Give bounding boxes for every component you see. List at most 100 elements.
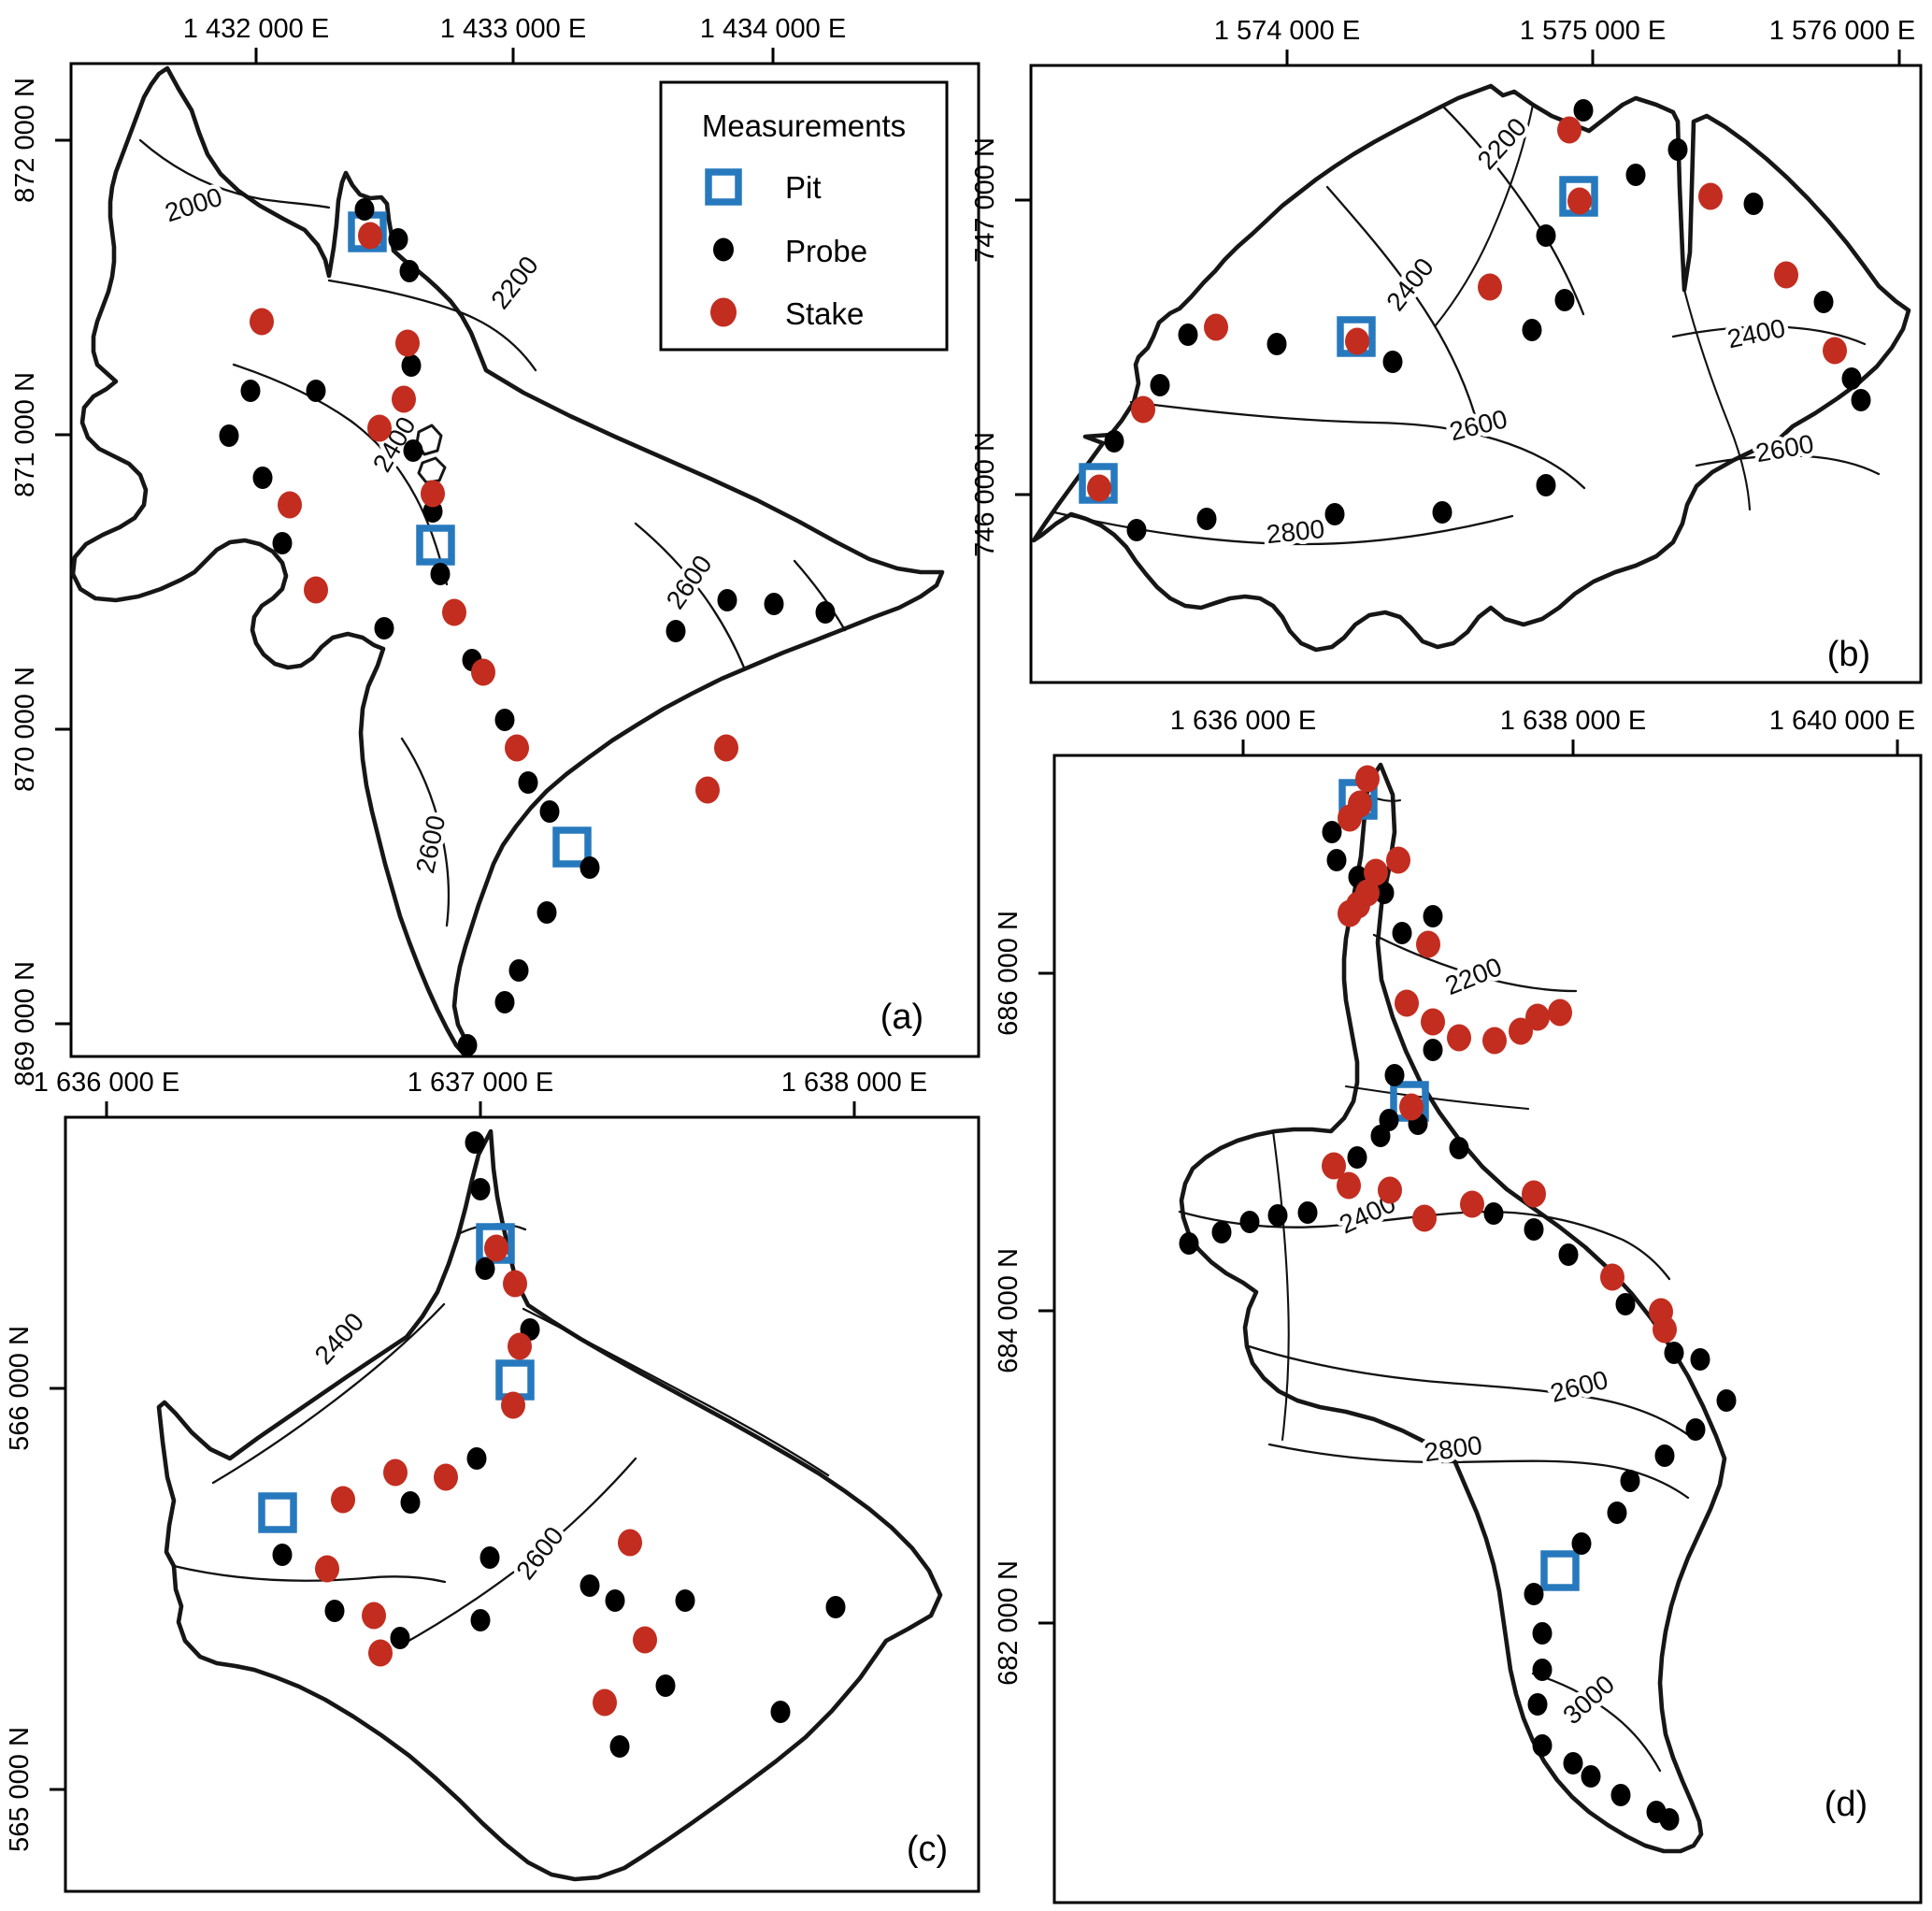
probe-marker xyxy=(1851,389,1871,411)
pit-marker xyxy=(1540,1550,1580,1591)
panel-d-frame xyxy=(1052,754,1923,1904)
legend-item-probe: Probe xyxy=(713,234,867,268)
stake-marker xyxy=(395,329,420,357)
panel-d: 1 636 000 E 1 638 000 E 1 640 000 E 686 000… xyxy=(994,706,1923,1904)
probe-marker xyxy=(1532,1659,1553,1681)
probe-marker xyxy=(306,380,326,402)
probe-marker xyxy=(1239,1211,1260,1233)
y-axis-tick-label: 682 000 N xyxy=(994,1560,1023,1686)
probe-marker xyxy=(605,1589,625,1612)
probe-marker xyxy=(1813,291,1834,313)
probe-marker xyxy=(466,1447,487,1470)
pit-marker xyxy=(416,524,455,566)
panel-c: 1 636 000 E 1 637 000 E 1 638 000 E 566 000… xyxy=(5,1068,980,1893)
contour-2400 xyxy=(232,363,449,586)
y-axis-tick-label: 684 000 N xyxy=(994,1248,1023,1373)
contour-2000 xyxy=(138,138,331,209)
probe-marker xyxy=(1524,1218,1544,1241)
y-axis-tick-label: 747 000 N xyxy=(970,137,1000,263)
stake-marker xyxy=(1412,1204,1437,1232)
probe-marker xyxy=(1558,1243,1579,1266)
x-axis-tick-label: 1 638 000 E xyxy=(781,1068,927,1098)
stake-marker xyxy=(1653,1315,1677,1343)
stake-marker xyxy=(1378,1176,1402,1204)
probe-marker xyxy=(1620,1470,1640,1492)
stake-marker xyxy=(1355,765,1380,793)
probe-marker xyxy=(1610,1784,1631,1806)
probe-marker xyxy=(430,563,451,585)
stake-marker xyxy=(1345,327,1369,355)
y-axis-tick-label: 871 000 N xyxy=(10,372,40,497)
stake-marker xyxy=(1386,846,1410,874)
stake-marker xyxy=(714,734,738,762)
contour-elevation-label: 3000 xyxy=(1557,1670,1620,1731)
probe-marker xyxy=(1716,1389,1737,1412)
probe-marker xyxy=(815,601,836,624)
probe-marker xyxy=(1179,1232,1199,1255)
probe-marker xyxy=(219,424,239,447)
stake-marker xyxy=(505,734,529,762)
probe-marker xyxy=(1625,164,1646,186)
contour-2600 xyxy=(634,522,746,669)
probe-marker xyxy=(1374,882,1395,904)
probe-marker xyxy=(1384,1064,1405,1086)
stake-marker xyxy=(421,480,445,508)
probe-marker xyxy=(272,532,293,554)
probe-marker xyxy=(580,1574,600,1597)
stake-marker xyxy=(1087,474,1111,502)
legend-item-label: Probe xyxy=(785,234,867,268)
contour-elevation-label: 2600 xyxy=(1547,1365,1610,1408)
probe-marker xyxy=(1196,508,1217,530)
probe-marker xyxy=(1104,430,1124,453)
probe-marker xyxy=(252,467,273,489)
stake-marker xyxy=(1522,1180,1546,1208)
probe-marker xyxy=(1178,323,1198,346)
contour-2600 xyxy=(1247,1344,1692,1438)
probe-marker xyxy=(1423,1039,1443,1061)
probe-marker xyxy=(240,380,261,402)
stake-marker xyxy=(383,1458,408,1487)
stake-marker xyxy=(1557,116,1581,144)
contour-elevation-label: 2600 xyxy=(1753,429,1816,467)
probe-marker xyxy=(390,1627,410,1649)
stake-marker xyxy=(1131,395,1155,424)
legend-frame xyxy=(659,80,949,352)
contour-elevation-label: 2000 xyxy=(162,182,226,228)
stake-marker xyxy=(618,1529,642,1557)
stake-marker xyxy=(1525,1003,1550,1031)
stake-marker xyxy=(392,385,416,413)
stake-marker xyxy=(508,1332,532,1360)
contour-2600 xyxy=(400,737,451,927)
probe-marker xyxy=(1607,1502,1627,1524)
stake-marker xyxy=(1567,187,1592,215)
contour-3000 xyxy=(1531,1672,1662,1773)
contour-2600 xyxy=(1695,454,1881,476)
stake-marker xyxy=(1823,337,1847,365)
x-axis-tick-label: 1 640 000 E xyxy=(1769,706,1915,736)
stake-marker xyxy=(1338,899,1362,927)
panel-c-glacier-outline xyxy=(156,1128,943,1882)
probe-marker xyxy=(1532,1622,1553,1645)
stake-marker xyxy=(1509,1017,1533,1045)
probe-marker xyxy=(1322,821,1342,843)
probe-marker xyxy=(1324,503,1345,525)
panel-a-rock-outcrop xyxy=(417,456,447,484)
y-axis-tick-label: 566 000 N xyxy=(5,1326,35,1451)
x-axis-tick-label: 1 638 000 E xyxy=(1500,706,1646,736)
probe-marker xyxy=(1126,519,1147,541)
panel-c-frame xyxy=(64,1115,980,1893)
probe-marker xyxy=(494,709,515,731)
stake-marker xyxy=(362,1602,386,1630)
probe-marker xyxy=(1685,1418,1706,1441)
stake-marker xyxy=(695,776,720,804)
contour-2400 xyxy=(1325,185,1477,417)
probe-marker xyxy=(508,959,529,982)
stake-marker xyxy=(471,658,495,686)
panel-b-frame xyxy=(1029,64,1923,684)
stake-marker xyxy=(304,576,328,604)
legend-item-label: Pit xyxy=(785,170,822,205)
probe-marker xyxy=(1563,1752,1583,1774)
stake-marker xyxy=(250,308,274,336)
stake-marker xyxy=(1421,1008,1445,1036)
panel-corner-label: (d) xyxy=(1825,1785,1868,1824)
